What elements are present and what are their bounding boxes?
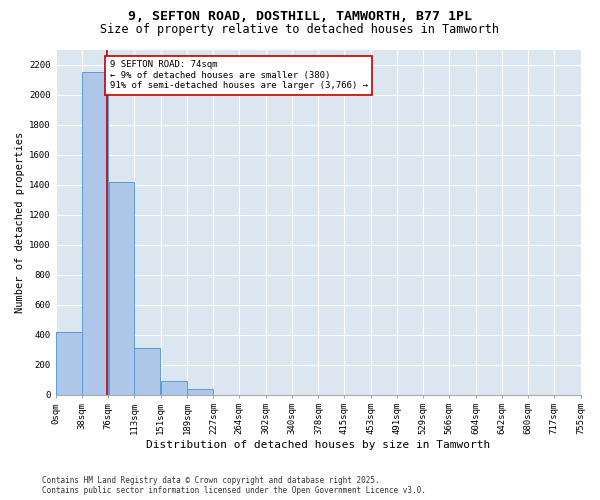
Text: 9 SEFTON ROAD: 74sqm
← 9% of detached houses are smaller (380)
91% of semi-detac: 9 SEFTON ROAD: 74sqm ← 9% of detached ho… — [110, 60, 368, 90]
Text: 9, SEFTON ROAD, DOSTHILL, TAMWORTH, B77 1PL: 9, SEFTON ROAD, DOSTHILL, TAMWORTH, B77 … — [128, 10, 472, 23]
Text: Size of property relative to detached houses in Tamworth: Size of property relative to detached ho… — [101, 22, 499, 36]
Bar — [82, 72, 108, 394]
Bar — [56, 332, 82, 394]
Bar — [109, 182, 134, 394]
Y-axis label: Number of detached properties: Number of detached properties — [15, 132, 25, 313]
Text: Contains HM Land Registry data © Crown copyright and database right 2025.
Contai: Contains HM Land Registry data © Crown c… — [42, 476, 426, 495]
Bar — [161, 381, 187, 394]
X-axis label: Distribution of detached houses by size in Tamworth: Distribution of detached houses by size … — [146, 440, 490, 450]
Bar — [134, 348, 160, 395]
Bar — [187, 390, 213, 394]
